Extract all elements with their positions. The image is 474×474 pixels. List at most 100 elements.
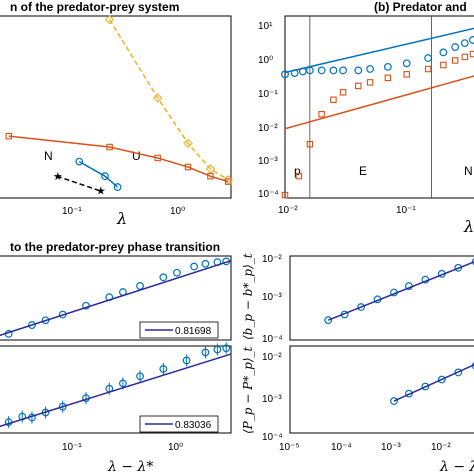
panel-c_bottom-series-0-point-9 [159, 365, 168, 373]
panel-c_bottom-series-0-point-7 [118, 379, 127, 388]
panel-a-series-2-line [78, 160, 119, 188]
panel-b-series-1-point-6 [355, 82, 362, 90]
phase-label-N: N [44, 149, 53, 163]
panel-c_bottom-series-0-point-13 [222, 344, 231, 353]
panel-e-series-0-point-1 [405, 389, 413, 398]
panel-b-series-1-point-9 [403, 71, 410, 78]
panel-c-bottom-axes [0, 345, 232, 434]
panel-b-xlabel: λ [463, 217, 474, 236]
panel-b-series-1-point-12 [451, 57, 459, 64]
panel-b-series-0-point-10 [402, 59, 411, 68]
panel-d-ylabel: ⟨b_p − b*_p⟩_t [241, 253, 255, 340]
e-xtick-3: 10⁻² [431, 442, 451, 453]
panel-a-series-3-line [56, 175, 101, 192]
panel-c_bottom-series-0-point-12 [213, 345, 222, 354]
panel-a-series-1-point-0 [5, 132, 13, 140]
panel-b-series-0-point-8 [366, 65, 374, 73]
panel-a-series-2-point-1 [101, 172, 109, 181]
panel-d-series-0-point-2 [357, 303, 365, 311]
panel-b-series-0-point-0 [281, 70, 289, 79]
panel-a-series-1-line [8, 135, 229, 183]
panel-a-series-3-point-1: ★ [96, 186, 106, 198]
panel-a-axes [0, 15, 232, 199]
panel-c_top-series-0-point-11 [201, 259, 210, 268]
panel-c_top-series-0-point-9 [173, 268, 181, 277]
panel-b-series-1-point-2 [306, 140, 314, 148]
b-ytick-0: 10⁻⁴ [258, 189, 279, 200]
a-xtick-0: 10⁻¹ [62, 206, 82, 217]
region-label-N: N [464, 164, 473, 178]
panel-c_top-series-0-point-10 [190, 262, 199, 271]
panel-c_bottom-series-0-point-4 [58, 402, 67, 411]
panel-a-series-1-point-3 [184, 163, 192, 171]
panel-e-ylabel: ⟨P_p − P*_p⟩_t [241, 346, 255, 434]
panel-a-series-1-point-4 [207, 172, 214, 180]
panel-c-top-axes [0, 255, 232, 341]
d-ytick-0: 10⁻⁴ [262, 334, 283, 345]
panel-a-series-2-point-2 [113, 183, 122, 191]
panel-c_top-series-0-point-1 [28, 321, 36, 329]
a-xtick-1: 10⁰ [170, 206, 185, 217]
b-ytick-3: 10⁻¹ [258, 89, 278, 100]
d-ytick-1: 10⁻³ [262, 292, 282, 303]
chart-marks: ★★ [0, 14, 474, 429]
panel-a-series-0-line [108, 19, 229, 181]
b-ytick-4: 10⁰ [258, 55, 273, 66]
panel-b-series-0-point-12 [439, 48, 448, 57]
panel-a-series-0-point-0 [104, 14, 115, 25]
panel-b-series-0-point-7 [354, 66, 363, 75]
panel-c_top-series-0-point-8 [159, 273, 168, 282]
panel-b-series-0-point-13 [451, 43, 460, 51]
panel-b-axes [284, 15, 474, 199]
panel-b-series-0-point-4 [317, 66, 326, 75]
legend-bottom-text: 0.83036 [175, 420, 212, 431]
panel-b-series-1-point-0 [281, 191, 289, 199]
panel-b-series-0-point-11 [424, 54, 433, 62]
panel-c_bottom-series-0-point-8 [136, 372, 144, 381]
panel-c_bottom-series-1-line [0, 353, 232, 428]
panel-d-series-0-point-9 [471, 258, 474, 266]
b-ytick-2: 10⁻² [258, 123, 278, 134]
legend-top: 0.81698 [139, 321, 219, 339]
panel-e-series-1-line [393, 363, 474, 402]
panel-b-series-0-point-15 [469, 36, 474, 44]
panel-b-series-0-point-5 [329, 66, 338, 75]
legend-top-text: 0.81698 [175, 326, 212, 337]
panel-b-series-0-point-14 [460, 39, 469, 48]
b-xtick-0: 10⁻² [278, 205, 298, 216]
c-xtick-0: 10⁻¹ [62, 442, 82, 453]
panel-b-series-0-point-9 [383, 62, 392, 71]
panel-b-series-1-point-11 [440, 61, 447, 69]
legend-bottom: 0.83036 [139, 415, 219, 433]
e-ytick-1: 10⁻³ [262, 394, 282, 405]
panel-c_top-series-1-line [0, 260, 232, 337]
title-a: n of the predator-prey system [10, 0, 179, 14]
b-xtick-1: 10⁻¹ [396, 205, 416, 216]
e-xtick-1: 10⁻⁴ [331, 442, 352, 453]
e-xtick-0: 10⁻⁵ [279, 442, 300, 453]
panel-b-series-0-point-6 [339, 66, 347, 75]
panel-a-series-2-point-0 [75, 157, 84, 166]
panel-a-series-1-point-5 [224, 178, 232, 185]
panel-d-series-0-point-8 [454, 263, 463, 272]
panel-e-series-0-point-3 [437, 375, 446, 384]
panel-d-axes [289, 255, 474, 341]
panel-a-series-0-point-2 [183, 138, 193, 149]
panel-b-series-1-point-14 [469, 50, 474, 58]
panel-b-series-1-point-5 [339, 89, 347, 96]
panel-a-series-1-point-2 [154, 154, 161, 162]
panel-b-series-1-point-4 [330, 96, 337, 104]
panel-c_bottom-series-0-point-11 [201, 348, 210, 357]
panel-e-xlabel: λ − λ* [439, 459, 474, 474]
title-b: (b) Predator and [374, 0, 467, 14]
panel-a-series-0-point-1 [152, 93, 163, 103]
panel-b-series-1-point-7 [366, 79, 374, 86]
title-c: to the predator-prey phase transition [10, 240, 220, 254]
region-label-E: E [359, 164, 367, 178]
panel-b-series-1-point-8 [384, 74, 392, 82]
panel-d-series-0-point-0 [324, 316, 333, 325]
panel-b-series-1-point-13 [461, 53, 469, 61]
panel-b-series-1-point-3 [318, 110, 325, 118]
region-label-p: p [294, 164, 301, 178]
panel-b-series-1-point-10 [424, 65, 432, 73]
